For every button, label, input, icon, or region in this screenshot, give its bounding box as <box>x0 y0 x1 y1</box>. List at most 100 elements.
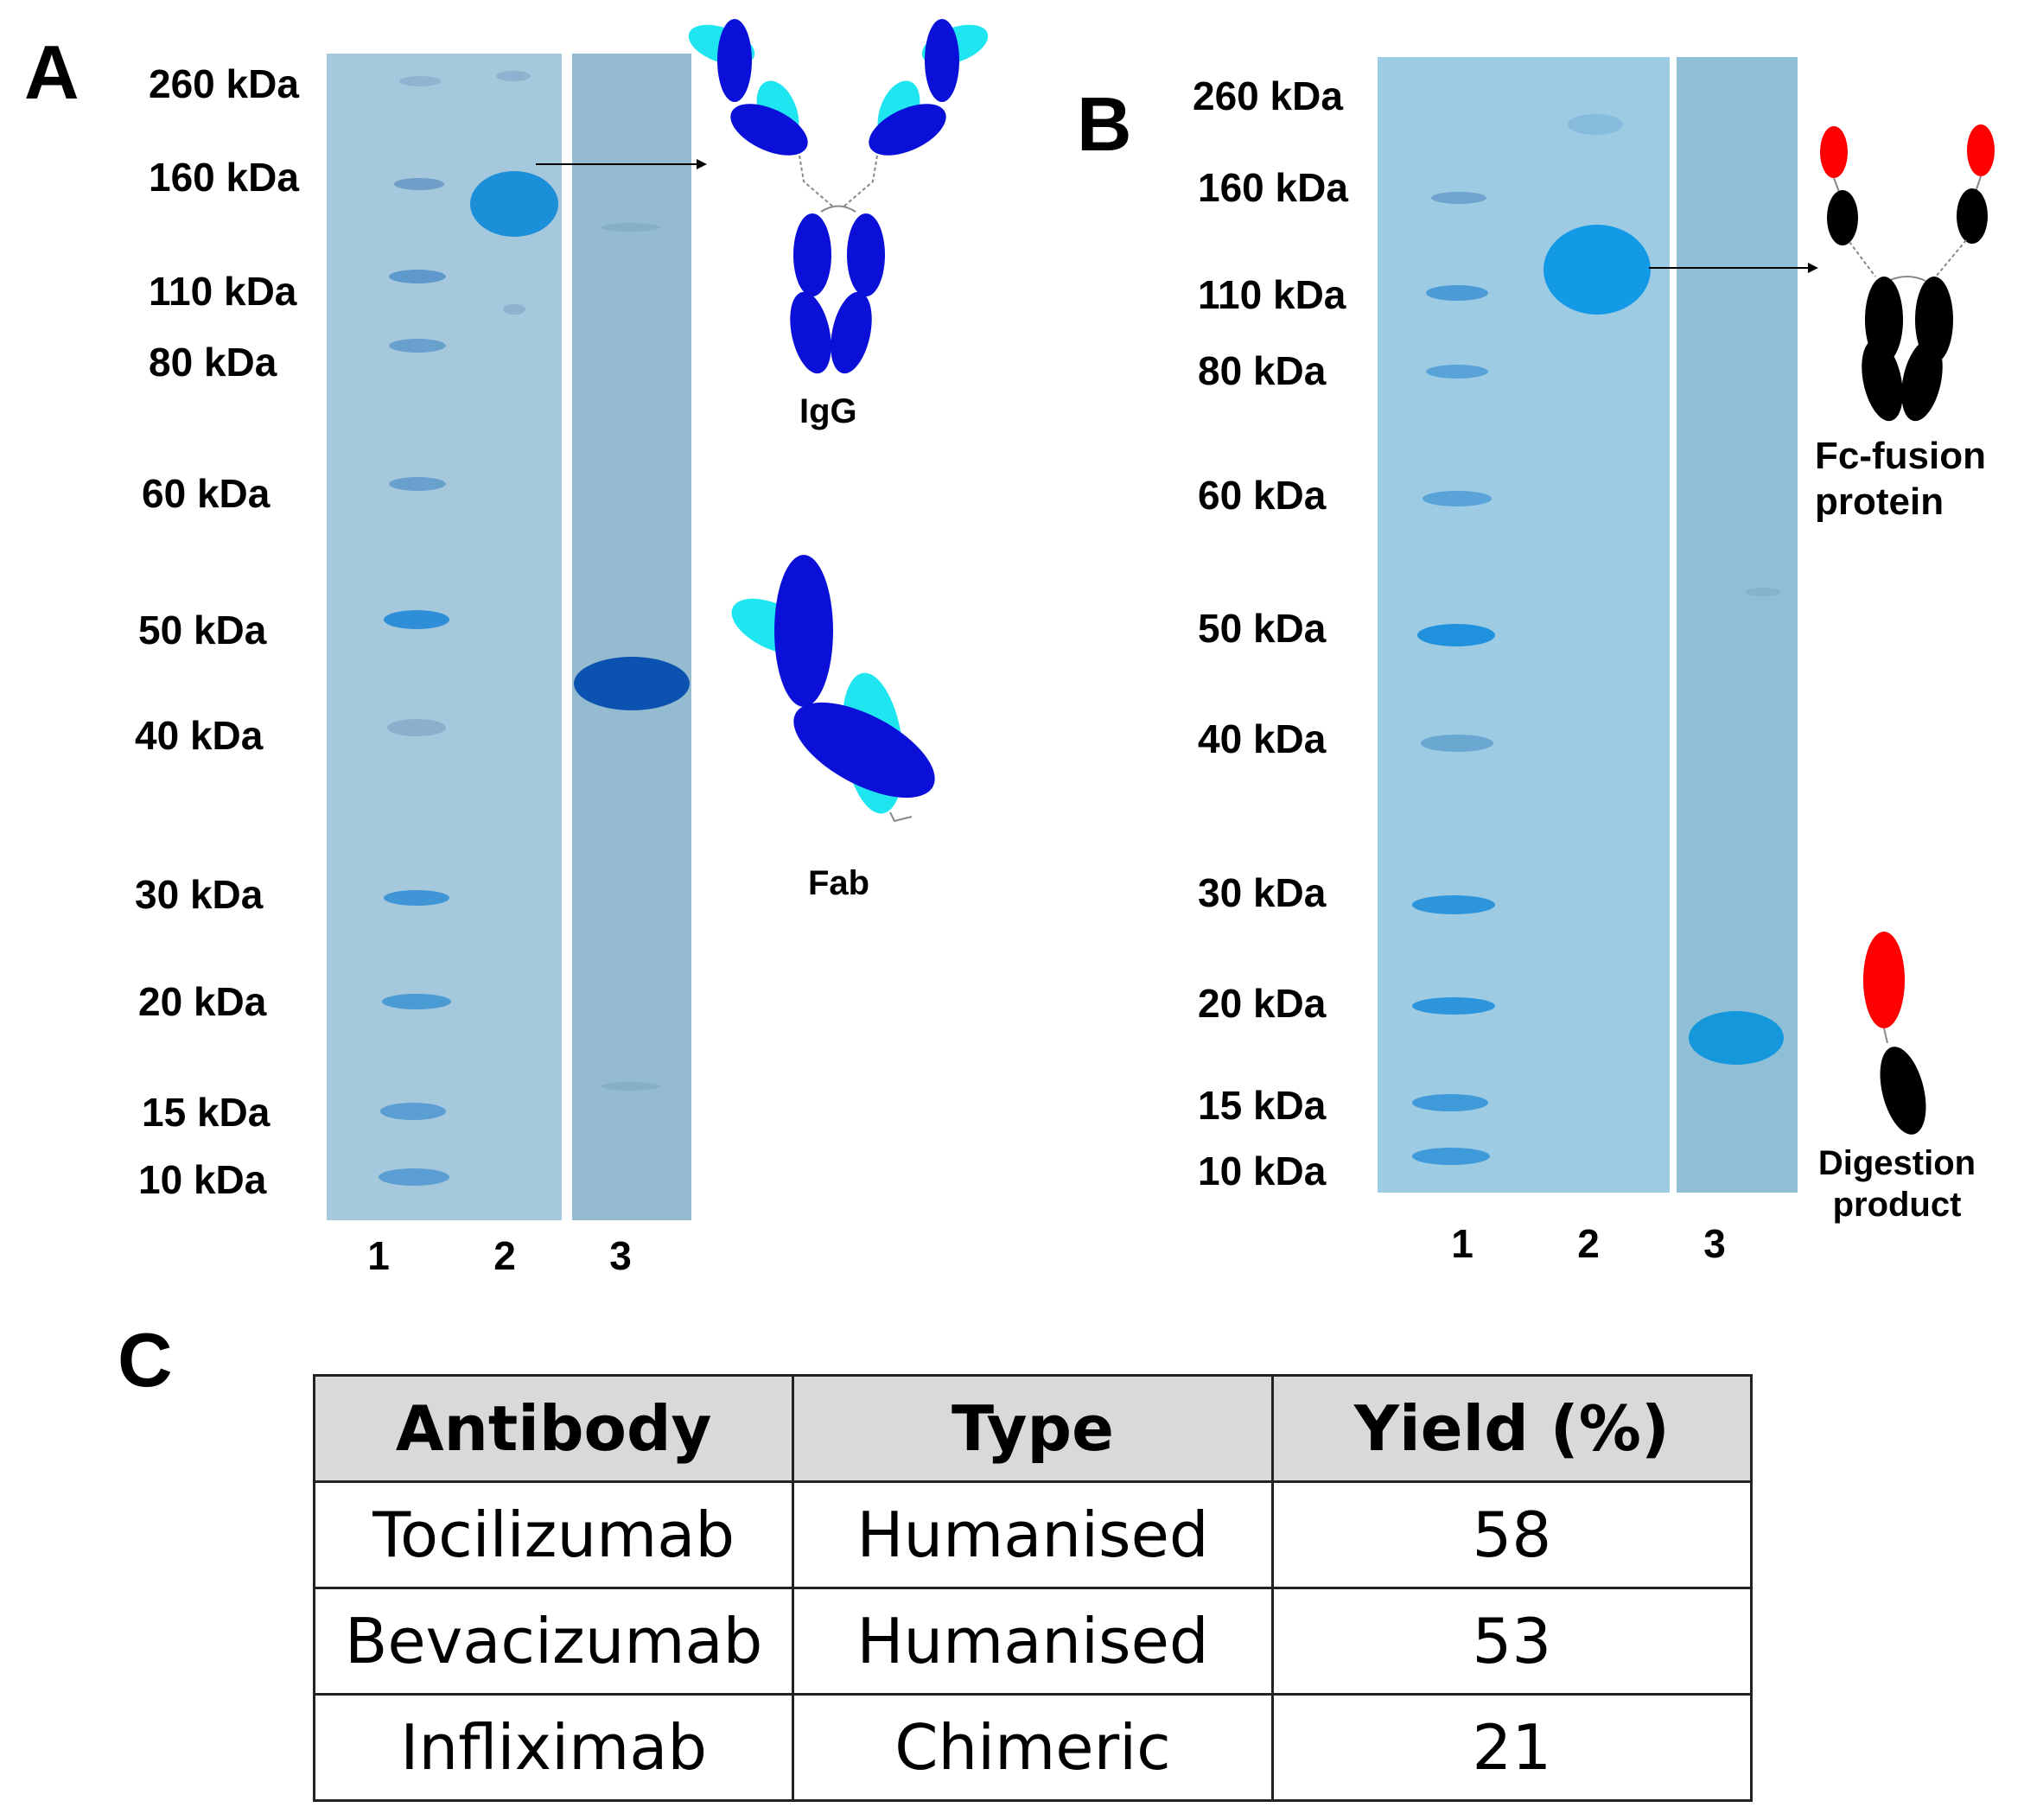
lane3-minor-band <box>601 223 660 232</box>
lane-number: 1 <box>367 1233 390 1278</box>
marker-10-kda: 10 kDa <box>138 1157 267 1202</box>
yield-table: Antibody Type Yield (%) Tocilizumab Huma… <box>312 1374 1753 1802</box>
cell-antibody: Infliximab <box>312 1693 795 1802</box>
ladder-band <box>1426 285 1488 301</box>
table-header-row: Antibody Type Yield (%) <box>312 1374 1753 1483</box>
panel-a-letter: A <box>24 29 80 115</box>
ladder-band <box>1421 735 1493 752</box>
ladder-band <box>1412 1148 1490 1165</box>
marker-40-kda: 40 kDa <box>135 713 264 758</box>
marker-10-kda: 10 kDa <box>1198 1149 1327 1193</box>
lane-number: 3 <box>1703 1221 1726 1266</box>
gel-b-lane-3 <box>1677 57 1798 1193</box>
gel-b-lanes-1-2 <box>1378 57 1670 1193</box>
igg-fc <box>790 213 885 374</box>
cell-antibody: Tocilizumab <box>312 1480 795 1589</box>
digestion-label-line2: product <box>1832 1186 1962 1224</box>
lane2-minor-band <box>496 71 531 81</box>
marker-20-kda: 20 kDa <box>138 979 267 1024</box>
fab-band <box>574 657 690 710</box>
ladder-band <box>387 719 446 736</box>
cell-type: Humanised <box>792 1480 1274 1589</box>
ladder-band <box>394 178 444 190</box>
marker-80-kda: 80 kDa <box>1198 348 1327 393</box>
marker-60-kda: 60 kDa <box>142 471 271 516</box>
igg-schematic <box>688 19 989 374</box>
ladder-band <box>399 76 441 86</box>
cell-type: Humanised <box>792 1587 1274 1696</box>
cell-yield: 21 <box>1270 1693 1753 1802</box>
lane2-minor-band <box>503 304 525 315</box>
marker-15-kda: 15 kDa <box>142 1090 271 1135</box>
ladder-band <box>379 1168 449 1186</box>
igg-label: IgG <box>799 392 857 430</box>
panel-c-letter: C <box>118 1317 173 1403</box>
marker-110-kda: 110 kDa <box>1198 272 1346 317</box>
marker-30-kda: 30 kDa <box>1198 870 1327 915</box>
fab-schematic <box>731 555 935 823</box>
arrow-igg <box>536 159 707 169</box>
fc-fusion-label-line1: Fc-fusion <box>1815 435 1986 477</box>
cell-yield: 58 <box>1270 1480 1753 1589</box>
ladder-band <box>1412 997 1495 1015</box>
cell-antibody: Bevacizumab <box>312 1587 795 1696</box>
lane-number: 3 <box>609 1233 632 1278</box>
ladder-band <box>389 270 446 283</box>
ladder-band <box>1417 624 1495 646</box>
digestion-label-line1: Digestion <box>1817 1144 1976 1182</box>
marker-160-kda: 160 kDa <box>1198 165 1348 210</box>
ladder-band <box>1423 491 1492 506</box>
ladder-band <box>389 477 446 491</box>
gel-a-lanes-1-2 <box>327 54 562 1220</box>
header-type: Type <box>792 1374 1274 1483</box>
lane-number: 2 <box>493 1233 516 1278</box>
fc-fusion-label-line2: protein <box>1815 480 1944 523</box>
marker-50-kda: 50 kDa <box>1198 606 1327 651</box>
fc-fusion-schematic <box>1820 124 1995 422</box>
lane-number: 1 <box>1451 1221 1473 1266</box>
gel-a-lane-3 <box>572 54 691 1220</box>
igg-band <box>470 171 558 237</box>
ladder-band <box>389 339 446 353</box>
igg-left-arm <box>688 19 808 156</box>
ladder-band <box>1412 1094 1488 1111</box>
ladder-band <box>1426 365 1488 379</box>
table-row: Infliximab Chimeric 21 <box>312 1693 1753 1802</box>
lane3-minor-band <box>601 1082 660 1091</box>
header-antibody: Antibody <box>312 1374 795 1483</box>
fc-fusion-band <box>1543 225 1651 315</box>
marker-160-kda: 160 kDa <box>149 155 299 200</box>
lane3-minor-band <box>1746 588 1780 596</box>
ladder-band <box>384 610 449 629</box>
ladder-band <box>1431 192 1486 204</box>
cell-type: Chimeric <box>792 1693 1274 1802</box>
marker-260-kda: 260 kDa <box>1193 73 1343 118</box>
panel-b-letter: B <box>1077 81 1132 167</box>
lane2-minor-band <box>1568 114 1623 135</box>
digestion-band <box>1689 1011 1784 1065</box>
table-row: Bevacizumab Humanised 53 <box>312 1587 1753 1696</box>
marker-30-kda: 30 kDa <box>135 872 264 917</box>
lane-number: 2 <box>1577 1221 1600 1266</box>
marker-80-kda: 80 kDa <box>149 340 277 385</box>
igg-right-arm <box>869 19 989 156</box>
marker-260-kda: 260 kDa <box>149 61 299 106</box>
ladder-band <box>380 1103 446 1120</box>
marker-110-kda: 110 kDa <box>149 269 297 314</box>
ladder-band <box>384 890 449 906</box>
fab-label: Fab <box>808 864 870 902</box>
digestion-product-schematic <box>1863 932 1926 1135</box>
ladder-band <box>382 994 451 1009</box>
header-yield: Yield (%) <box>1270 1374 1753 1483</box>
fc-fusion-label: Fc-fusion protein <box>1815 434 1986 525</box>
table-row: Tocilizumab Humanised 58 <box>312 1480 1753 1589</box>
ladder-band <box>1412 895 1495 914</box>
marker-20-kda: 20 kDa <box>1198 981 1327 1026</box>
marker-15-kda: 15 kDa <box>1198 1083 1327 1128</box>
marker-40-kda: 40 kDa <box>1198 716 1327 761</box>
digestion-product-label: Digestion product <box>1815 1142 1979 1225</box>
arrow-fc-fusion <box>1649 263 1818 273</box>
marker-60-kda: 60 kDa <box>1198 473 1327 518</box>
marker-50-kda: 50 kDa <box>138 608 267 652</box>
cell-yield: 53 <box>1270 1587 1753 1696</box>
